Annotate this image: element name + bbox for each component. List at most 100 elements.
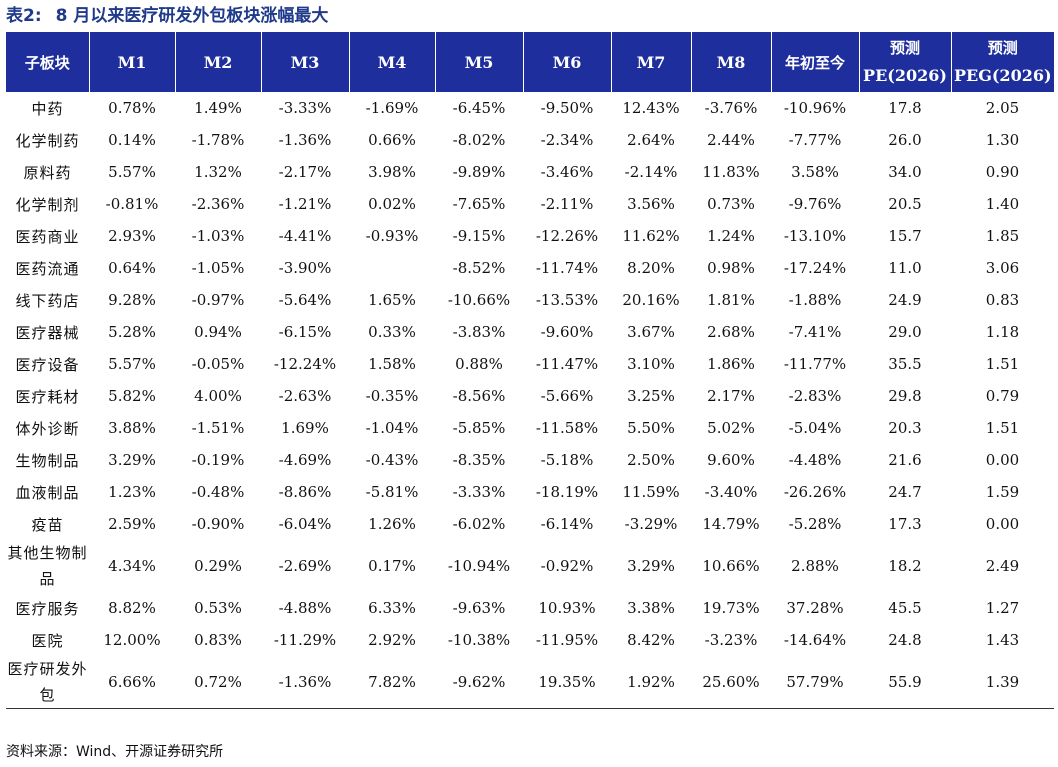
sector-name-cell: 化学制剂 — [15, 195, 80, 214]
table-row: 医疗研发外包 6.66% 0.72% -1.36% 7.82% -9.62% 19.35% 1… — [6, 656, 1054, 709]
cell-m4: 3.98% — [368, 163, 416, 181]
col-header-sector: 子板块 — [6, 32, 90, 92]
cell-ytd: -10.96% — [783, 99, 847, 117]
cell-m7: 3.10% — [627, 355, 675, 373]
col-header-m5: M5 — [435, 32, 524, 92]
cell-m6: -12.26% — [535, 227, 599, 245]
cell-m1: 4.34% — [108, 557, 156, 575]
cell-pe: 20.5 — [888, 195, 922, 213]
cell-m2: 0.53% — [194, 599, 242, 617]
sector-name-cell: 医疗服务 — [15, 599, 80, 618]
cell-m3: -5.64% — [278, 291, 332, 309]
cell-m1: 0.78% — [108, 99, 156, 117]
cell-m7: 12.43% — [622, 99, 680, 117]
cell-m8: 19.73% — [702, 599, 760, 617]
cell-m7: 11.59% — [622, 483, 680, 501]
cell-m5: -9.89% — [452, 163, 506, 181]
cell-pe: 29.8 — [888, 387, 922, 405]
source-note: 资料来源：Wind、开源证券研究所 — [6, 744, 224, 760]
cell-m3: -6.04% — [278, 515, 332, 533]
cell-m1: 5.28% — [108, 323, 156, 341]
cell-peg: 2.05 — [985, 99, 1020, 117]
cell-m5: -5.85% — [452, 419, 506, 437]
cell-ytd: -11.77% — [783, 355, 847, 373]
cell-m3: -8.86% — [278, 483, 332, 501]
cell-m7: 2.64% — [627, 131, 675, 149]
cell-m6: 19.35% — [523, 656, 611, 709]
cell-m5: -8.35% — [452, 451, 506, 469]
cell-pe: 35.5 — [888, 355, 922, 373]
cell-m5: -8.52% — [452, 259, 506, 277]
cell-pe: 55.9 — [859, 656, 951, 709]
cell-ytd: -5.28% — [788, 515, 842, 533]
cell-ytd: -17.24% — [783, 259, 847, 277]
sector-name-cell: 医药商业 — [15, 227, 80, 246]
sector-name-cell: 医药流通 — [15, 259, 80, 278]
cell-m3: -2.63% — [278, 387, 332, 405]
cell-m4: 1.26% — [368, 515, 416, 533]
cell-m4: 0.33% — [368, 323, 416, 341]
table-row: 疫苗 2.59% -0.90% -6.04% 1.26% -6.02% -6.14% -3.2… — [6, 508, 1054, 540]
cell-m8: -3.40% — [704, 483, 758, 501]
cell-m6: -11.74% — [535, 259, 599, 277]
cell-m1: 2.59% — [108, 515, 156, 533]
cell-pe: 24.8 — [888, 631, 922, 649]
cell-m3: -11.29% — [273, 631, 337, 649]
cell-m2: -0.05% — [191, 355, 245, 373]
cell-m6: -6.14% — [540, 515, 594, 533]
cell-m7: -3.29% — [624, 515, 678, 533]
cell-m8: 14.79% — [702, 515, 760, 533]
table-row: 医疗器械 5.28% 0.94% -6.15% 0.33% -3.83% -9.60% 3.6… — [6, 316, 1054, 348]
cell-m4: 7.82% — [349, 656, 435, 709]
cell-m4: -0.35% — [365, 387, 419, 405]
cell-m3: -2.17% — [278, 163, 332, 181]
cell-m8: 10.66% — [702, 557, 760, 575]
cell-pe: 17.8 — [888, 99, 922, 117]
cell-ytd: -9.76% — [788, 195, 842, 213]
cell-m1: 1.23% — [108, 483, 156, 501]
cell-peg: 1.85 — [985, 227, 1020, 245]
cell-m5: -8.02% — [452, 131, 506, 149]
cell-m8: 5.02% — [707, 419, 755, 437]
cell-peg: 0.90 — [985, 163, 1020, 181]
sector-name-cell: 医疗设备 — [15, 355, 80, 374]
cell-m2: -1.78% — [191, 131, 245, 149]
cell-m6: 10.93% — [538, 599, 596, 617]
cell-m8: 9.60% — [707, 451, 755, 469]
cell-m5: 0.88% — [455, 355, 503, 373]
cell-peg: 1.43 — [985, 631, 1020, 649]
cell-m5: -6.45% — [452, 99, 506, 117]
cell-peg: 1.27 — [985, 599, 1020, 617]
cell-m2: -0.48% — [191, 483, 245, 501]
sector-name-cell: 医疗器械 — [15, 323, 80, 342]
cell-m8: 2.17% — [707, 387, 755, 405]
table-title: 8 月以来医疗研发外包板块涨幅最大 — [55, 6, 329, 26]
cell-ytd: 37.28% — [786, 599, 844, 617]
cell-m8: -3.76% — [704, 99, 758, 117]
cell-m3: -1.21% — [278, 195, 332, 213]
cell-peg: 1.39 — [951, 656, 1054, 709]
cell-m5: -9.15% — [452, 227, 506, 245]
cell-pe: 24.9 — [888, 291, 922, 309]
sector-name-cell: 血液制品 — [15, 483, 80, 502]
cell-m6: -18.19% — [535, 483, 599, 501]
cell-m8: 2.68% — [707, 323, 755, 341]
col-header-m4: M4 — [349, 32, 436, 92]
cell-pe: 29.0 — [888, 323, 922, 341]
sector-name-cell: 化学制药 — [15, 131, 80, 150]
cell-m8: 1.86% — [707, 355, 755, 373]
cell-ytd: -1.88% — [788, 291, 842, 309]
cell-m2: -0.97% — [191, 291, 245, 309]
cell-m8: 1.24% — [707, 227, 755, 245]
cell-m8: 25.60% — [691, 656, 771, 709]
header-row: 子板块 M1 M2 M3 M4 M5 M6 M7 M8 年初至今 预测 PE(2… — [6, 32, 1054, 92]
cell-m7: -2.14% — [624, 163, 678, 181]
cell-m7: 8.20% — [627, 259, 675, 277]
table-row: 中药 0.78% 1.49% -3.33% -1.69% -6.45% -9.50% 12.4… — [6, 92, 1054, 124]
cell-m7: 11.62% — [622, 227, 680, 245]
col-header-pe: 预测 PE(2026) — [859, 32, 952, 92]
table-row: 原料药 5.57% 1.32% -2.17% 3.98% -9.89% -3.46% -2.1… — [6, 156, 1054, 188]
cell-m3: -4.69% — [278, 451, 332, 469]
cell-m7: 2.50% — [627, 451, 675, 469]
cell-peg: 2.49 — [985, 557, 1020, 575]
